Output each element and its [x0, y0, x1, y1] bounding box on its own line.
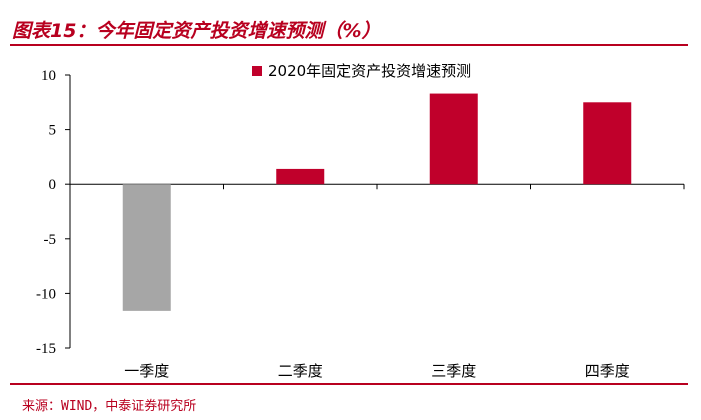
- x-category-label: 二季度: [278, 362, 323, 380]
- bar-3: [429, 93, 478, 185]
- x-category-label: 四季度: [585, 362, 630, 380]
- bar-4: [583, 102, 632, 185]
- source-rule: [10, 383, 688, 385]
- chart-canvas: 10 5 0 -5 -10 -15 一季度 二季度 三季度 四季度 2020年固定资产投资增速预测: [36, 62, 685, 380]
- x-category-label: 一季度: [124, 362, 169, 380]
- legend-swatch: [252, 66, 262, 76]
- title-rule: [10, 44, 688, 46]
- y-tick-label: -15: [36, 341, 56, 357]
- y-tick-label: 5: [49, 123, 57, 139]
- bar-1: [122, 184, 171, 311]
- chart-axes: [65, 74, 685, 349]
- legend-label: 2020年固定资产投资增速预测: [268, 62, 471, 80]
- chart-bars: [122, 93, 632, 311]
- chart-legend: 2020年固定资产投资增速预测: [252, 62, 471, 80]
- y-tick-label: 10: [41, 68, 56, 84]
- y-tick-label: -5: [44, 232, 57, 248]
- bar-2: [276, 168, 325, 185]
- y-tick-label: 0: [49, 177, 57, 193]
- x-category-label: 三季度: [431, 362, 476, 380]
- figure-title: 图表15：今年固定资产投资增速预测（%）: [12, 20, 381, 42]
- chart-labels: 10 5 0 -5 -10 -15 一季度 二季度 三季度 四季度: [36, 68, 630, 380]
- y-tick-label: -10: [36, 286, 56, 302]
- source-note: 来源：WIND，中泰证券研究所: [22, 399, 197, 414]
